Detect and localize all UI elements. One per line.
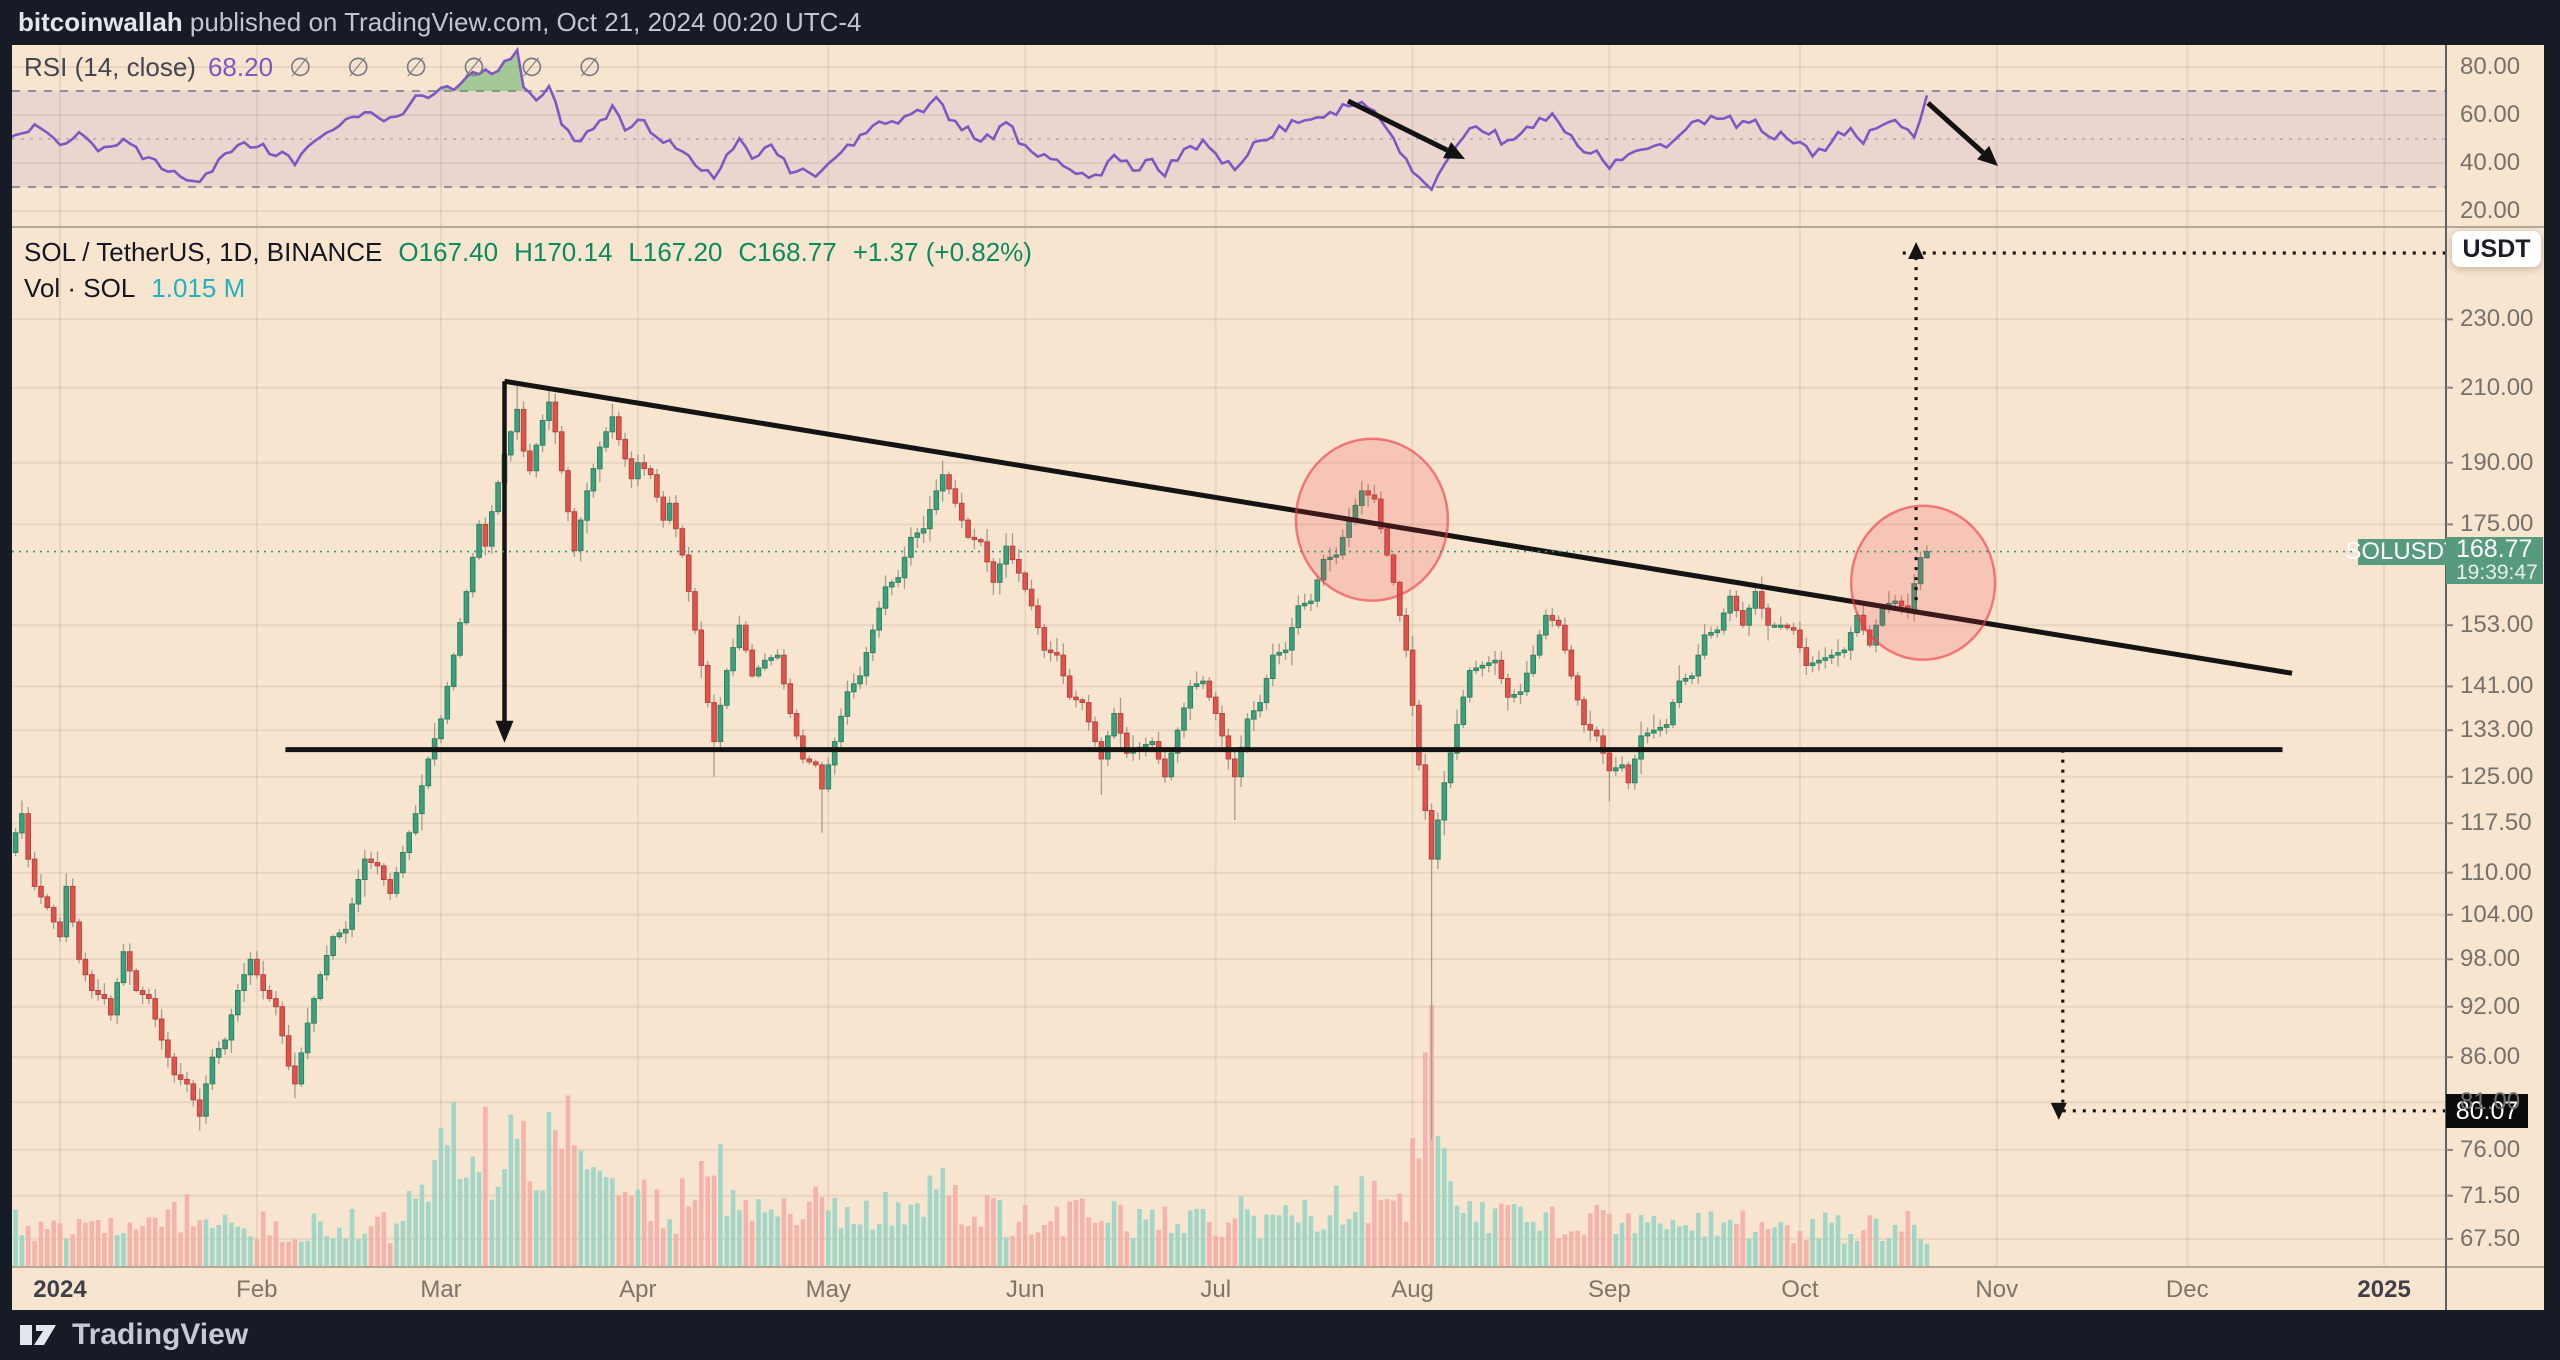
time-tick-label: Apr (619, 1276, 657, 1303)
price-tick-label: 133.00 (2460, 716, 2534, 744)
time-tick-label: Aug (1391, 1276, 1434, 1303)
rsi-arrow-2 (1926, 101, 1985, 155)
price-tick-label: 175.00 (2460, 510, 2534, 538)
chart-card (12, 45, 2544, 1310)
time-tick-label: 2025 (2357, 1276, 2411, 1303)
time-tick-label: Jul (1200, 1276, 1232, 1303)
price-tick-label: 141.00 (2460, 672, 2534, 700)
author-name: bitcoinwallah (18, 7, 183, 37)
price-tick-label: 71.50 (2460, 1181, 2521, 1209)
highlight-circle-2 (1849, 504, 1997, 662)
price-tick-label: 210.00 (2460, 373, 2534, 401)
time-tick-label: Nov (1975, 1276, 2019, 1303)
time-tick-label: Mar (420, 1276, 462, 1303)
price-tick-label: 125.00 (2460, 762, 2534, 790)
rsi-arrowhead-icon-2 (1977, 145, 1998, 166)
time-tick-label: 2024 (33, 1276, 87, 1303)
rsi-tick-label: 40.00 (2460, 149, 2521, 176)
rsi-arrowhead-icon-1 (1443, 142, 1465, 159)
attribution-text: published on TradingView.com, Oct 21, 20… (182, 7, 862, 37)
volume-bars (13, 1005, 1930, 1267)
up-arrowhead-icon (1908, 242, 1925, 260)
price-tick-label: 92.00 (2460, 992, 2521, 1020)
price-tick-label: 153.00 (2460, 611, 2534, 639)
time-tick-label: Jun (1005, 1276, 1045, 1303)
price-tick-label: 190.00 (2460, 448, 2534, 476)
rsi-tick-label: 60.00 (2460, 101, 2521, 128)
footer-bar: TradingView (0, 1310, 2560, 1360)
price-tick-label: 81.00 (2460, 1088, 2521, 1116)
price-tick-label: 67.50 (2460, 1224, 2521, 1252)
price-tick-label: 86.00 (2460, 1043, 2521, 1071)
candles (12, 385, 1930, 1141)
descending-trendline (504, 378, 2293, 676)
rsi-line (12, 46, 1929, 192)
time-tick-label: Feb (236, 1276, 278, 1303)
down-arrowhead-icon (495, 720, 514, 743)
rsi-arrow-1 (1346, 98, 1449, 153)
time-tick-label: May (805, 1276, 852, 1303)
rsi-tick-label: 80.00 (2460, 53, 2521, 80)
time-tick-label: Sep (1588, 1276, 1631, 1303)
down-arrowhead-icon-2 (2050, 1102, 2067, 1120)
time-tick-label: Oct (1781, 1276, 1819, 1303)
currency-unit-button[interactable]: USDT (2452, 231, 2541, 267)
price-tick-label: 230.00 (2460, 305, 2534, 333)
price-tick-label: 117.50 (2460, 809, 2532, 837)
attribution-bar: bitcoinwallah published on TradingView.c… (0, 0, 2560, 45)
price-tick-label: 104.00 (2460, 900, 2534, 928)
price-tick-label: 98.00 (2460, 945, 2521, 973)
highlight-circle-1 (1294, 437, 1450, 602)
price-tick-label: 110.00 (2460, 858, 2532, 886)
rsi-tick-label: 20.00 (2460, 197, 2521, 224)
tradingview-logo-icon[interactable] (16, 1318, 62, 1352)
rsi-overbought-fill (441, 50, 524, 91)
time-tick-label: Dec (2165, 1276, 2209, 1303)
tradingview-brand[interactable]: TradingView (72, 1318, 249, 1351)
price-tick-label: 76.00 (2460, 1135, 2521, 1163)
